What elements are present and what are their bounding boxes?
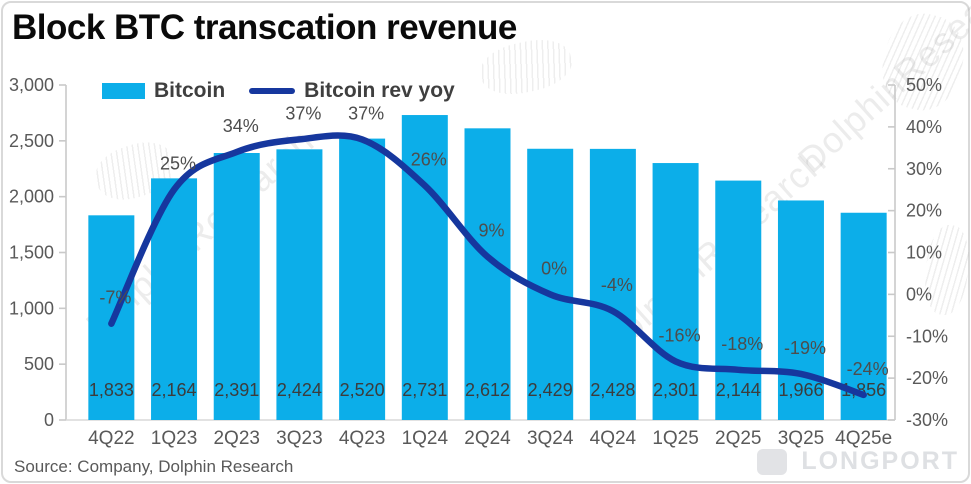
x-axis-category-label: 3Q25 bbox=[778, 428, 824, 449]
bar-value-label: 2,731 bbox=[402, 380, 447, 400]
bar bbox=[840, 212, 887, 420]
legend-line-swatch-icon bbox=[249, 88, 296, 94]
bar bbox=[464, 128, 511, 420]
left-axis-tick-label: 500 bbox=[24, 354, 54, 374]
yoy-point-label: -7% bbox=[99, 288, 131, 308]
legend-bar-swatch-icon bbox=[102, 83, 145, 99]
x-axis-category-label: 3Q24 bbox=[527, 428, 574, 449]
right-axis-tick-label: -30% bbox=[906, 410, 948, 430]
right-axis-tick-label: -10% bbox=[906, 326, 948, 346]
bar-value-label: 2,301 bbox=[653, 380, 698, 400]
x-axis-category-label: 3Q23 bbox=[276, 428, 322, 449]
yoy-point-label: 9% bbox=[478, 221, 504, 241]
right-axis-tick-label: 20% bbox=[906, 201, 942, 221]
right-axis-tick-label: 50% bbox=[906, 75, 942, 95]
chart-title: Block BTC transcation revenue bbox=[12, 8, 517, 47]
x-axis-category-label: 2Q23 bbox=[213, 428, 259, 449]
left-axis-tick-label: 0 bbox=[44, 410, 54, 430]
yoy-point-label: -24% bbox=[847, 359, 889, 379]
bar-value-label: 2,391 bbox=[214, 380, 259, 400]
yoy-point-label: -4% bbox=[601, 275, 633, 295]
yoy-point-label: 0% bbox=[541, 258, 567, 278]
bar-value-label: 1,833 bbox=[89, 380, 134, 400]
bar-value-label: 2,428 bbox=[590, 380, 635, 400]
x-axis-category-label: 1Q25 bbox=[652, 428, 698, 449]
right-axis-tick-label: 10% bbox=[906, 243, 942, 263]
bar-value-label: 1,966 bbox=[778, 380, 823, 400]
yoy-point-label: 34% bbox=[223, 116, 259, 136]
bar bbox=[715, 180, 762, 420]
bar bbox=[589, 148, 636, 420]
yoy-point-label: 25% bbox=[160, 154, 196, 174]
left-axis-tick-label: 1,000 bbox=[9, 298, 54, 318]
left-axis-tick-label: 2,500 bbox=[9, 131, 54, 151]
bar bbox=[401, 115, 448, 420]
yoy-line bbox=[108, 132, 867, 399]
right-axis-tick-label: -20% bbox=[906, 368, 948, 388]
bar bbox=[652, 163, 699, 420]
legend-label-bitcoin: Bitcoin bbox=[154, 79, 226, 102]
bar bbox=[777, 200, 824, 420]
yoy-point-label: 37% bbox=[348, 103, 384, 123]
x-axis-category-label: 4Q22 bbox=[88, 428, 134, 449]
left-axis-tick-label: 3,000 bbox=[9, 75, 54, 95]
x-axis-category-label: 2Q24 bbox=[464, 428, 511, 449]
bar-value-label: 1,856 bbox=[841, 380, 886, 400]
right-axis-tick-label: 0% bbox=[906, 284, 932, 304]
x-axis-category-label: 2Q25 bbox=[715, 428, 761, 449]
x-axis-category-label: 1Q24 bbox=[402, 428, 449, 449]
yoy-point-label: -19% bbox=[784, 338, 826, 358]
source-note: Source: Company, Dolphin Research bbox=[14, 457, 294, 476]
yoy-point-label: -16% bbox=[659, 325, 701, 345]
x-axis-category-label: 1Q23 bbox=[151, 428, 197, 449]
x-axis-category-label: 4Q24 bbox=[590, 428, 637, 449]
bar-value-label: 2,424 bbox=[277, 380, 322, 400]
left-axis-tick-label: 2,000 bbox=[9, 187, 54, 207]
right-axis-tick-label: 30% bbox=[906, 159, 942, 179]
bar-value-label: 2,144 bbox=[716, 380, 761, 400]
bar bbox=[339, 138, 386, 420]
bar-value-label: 2,429 bbox=[528, 380, 573, 400]
yoy-point-label: 37% bbox=[285, 103, 321, 123]
bar-value-label: 2,520 bbox=[340, 380, 385, 400]
x-axis-category-label: 4Q25e bbox=[835, 428, 892, 449]
x-axis-category-label: 4Q23 bbox=[339, 428, 385, 449]
bar bbox=[213, 153, 260, 420]
yoy-point-label: -18% bbox=[721, 334, 763, 354]
bar bbox=[276, 149, 323, 420]
legend-label-bitcoin-rev-yoy: Bitcoin rev yoy bbox=[304, 79, 455, 102]
legend: Bitcoin Bitcoin rev yoy bbox=[102, 79, 455, 103]
bar-value-label: 2,612 bbox=[465, 380, 510, 400]
left-axis-tick-label: 1,500 bbox=[9, 243, 54, 263]
bar-value-label: 2,164 bbox=[152, 380, 197, 400]
yoy-point-label: 26% bbox=[411, 150, 447, 170]
right-axis-tick-label: 40% bbox=[906, 117, 942, 137]
